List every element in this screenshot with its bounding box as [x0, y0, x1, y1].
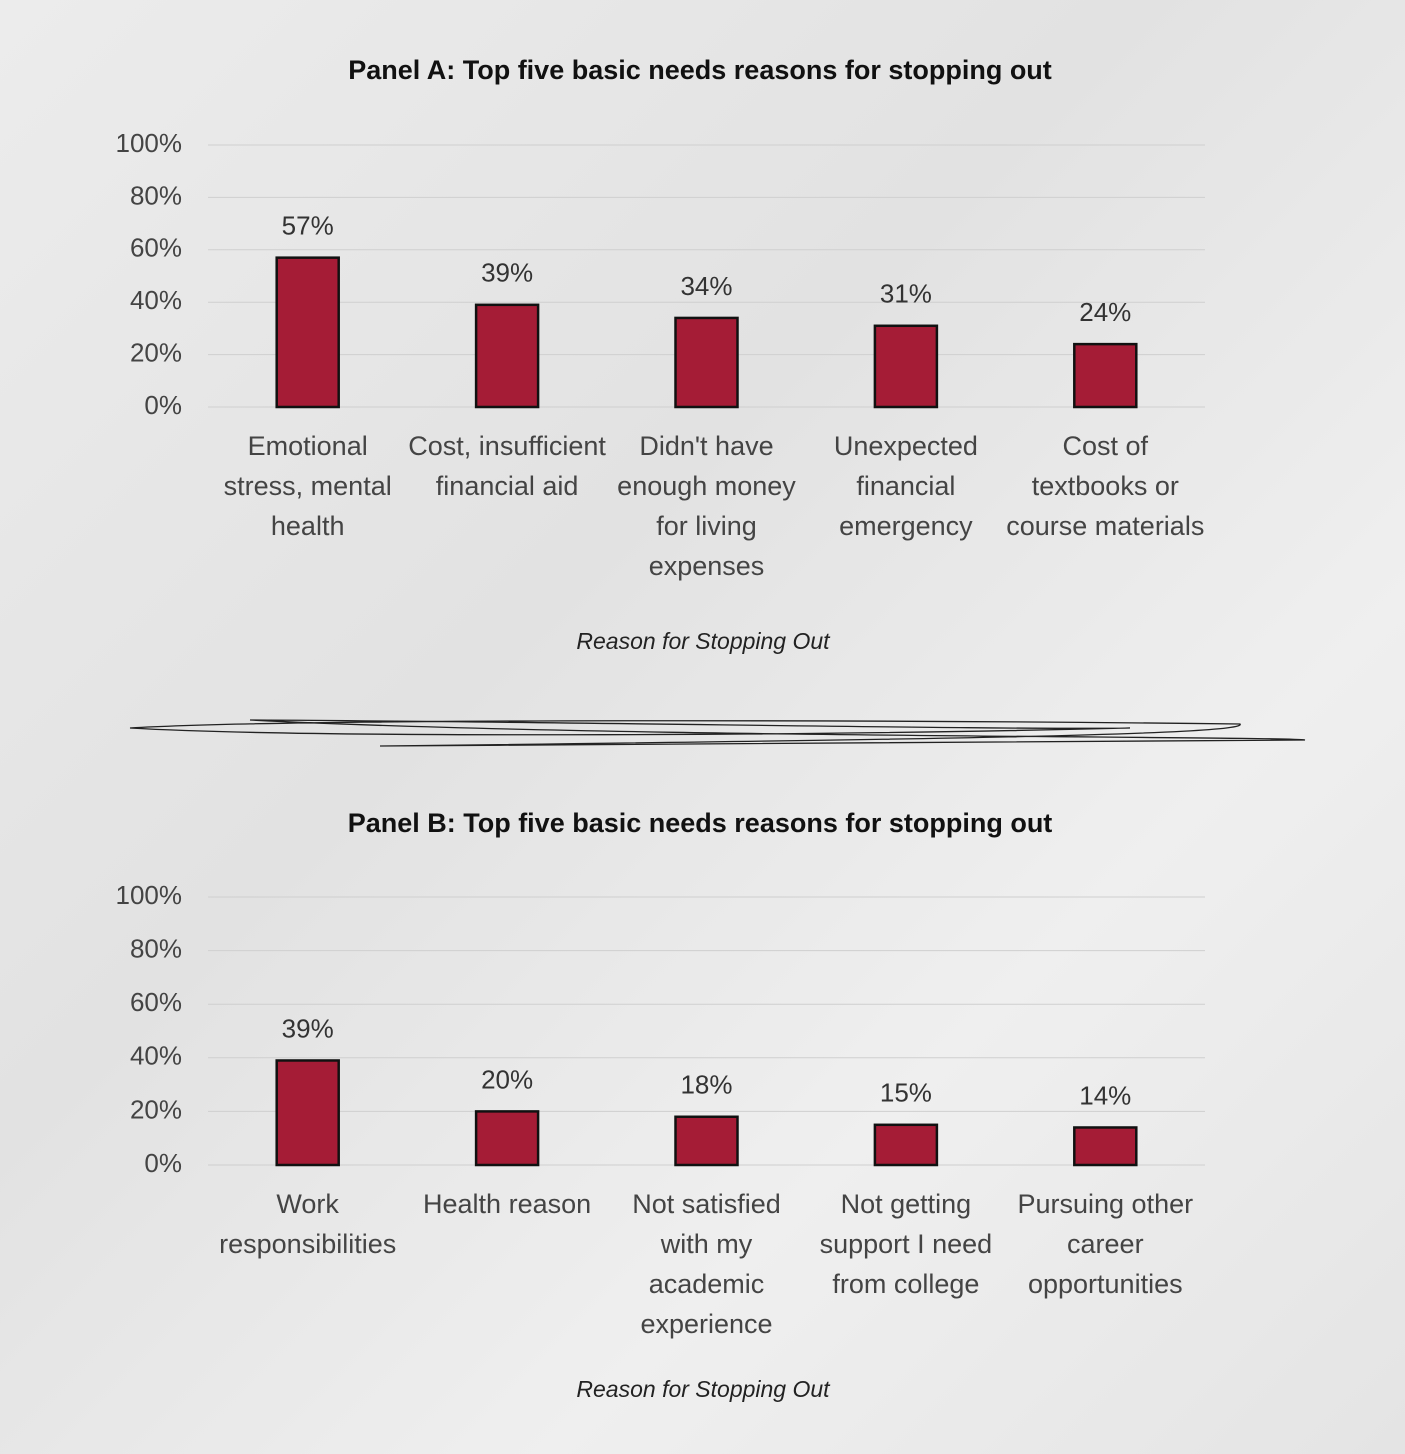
x-tick-label: Unexpected financial emergency: [833, 431, 978, 541]
value-label: 14%: [1079, 1080, 1131, 1110]
bar: [674, 1115, 739, 1167]
bar: [275, 1059, 340, 1167]
x-tick-label-box: Pursuing other career opportunities: [1017, 1189, 1194, 1299]
y-tick-label: 60%: [130, 233, 182, 263]
y-tick-label: 20%: [130, 337, 182, 367]
x-tick-label-box: Health reason: [423, 1189, 592, 1219]
value-label: 39%: [282, 1013, 334, 1043]
y-tick-label: 80%: [130, 933, 182, 963]
x-tick-label-box: Not getting support I need from college: [819, 1189, 993, 1299]
y-tick-label: 100%: [116, 128, 183, 158]
y-tick-label: 100%: [116, 880, 183, 910]
chart-title: Panel A: Top five basic needs reasons fo…: [348, 55, 1052, 85]
y-tick-label: 40%: [130, 1041, 182, 1071]
x-tick-label: Pursuing other career opportunities: [1017, 1189, 1194, 1299]
chart-title: Panel B: Top five basic needs reasons fo…: [348, 808, 1053, 838]
value-label: 34%: [680, 271, 732, 301]
x-tick-label-box: Didn't have enough money for living expe…: [617, 431, 796, 581]
x-tick-label: Not satisfied with my academic experienc…: [632, 1189, 781, 1339]
bar: [674, 316, 739, 409]
x-tick-label-box: Cost, insufficient financial aid: [408, 431, 606, 501]
x-tick-label: Cost, insufficient financial aid: [408, 431, 606, 501]
x-tick-label-box: Unexpected financial emergency: [833, 431, 978, 541]
x-axis-title: Reason for Stopping Out: [576, 1376, 831, 1402]
value-label: 57%: [282, 211, 334, 241]
bar: [1073, 342, 1138, 409]
x-tick-label: Not getting support I need from college: [819, 1189, 993, 1299]
bar: [873, 1123, 939, 1167]
value-label: 31%: [880, 279, 932, 309]
x-tick-label: Cost of textbooks or course materials: [1006, 431, 1205, 541]
bar: [474, 303, 540, 409]
x-tick-label-box: Not satisfied with my academic experienc…: [632, 1189, 781, 1339]
bar: [474, 1110, 540, 1167]
value-label: 39%: [481, 258, 533, 288]
x-tick-label: Health reason: [423, 1189, 592, 1219]
y-tick-label: 0%: [144, 390, 182, 420]
bar: [275, 256, 340, 409]
bar: [1073, 1126, 1138, 1167]
y-tick-label: 40%: [130, 285, 182, 315]
x-axis-title: Reason for Stopping Out: [576, 628, 831, 654]
x-tick-label-box: Cost of textbooks or course materials: [1006, 431, 1205, 541]
divider-scribble: [129, 719, 1306, 747]
value-label: 18%: [680, 1070, 732, 1100]
x-tick-label: Work responsibilities: [219, 1189, 397, 1259]
value-label: 20%: [481, 1064, 533, 1094]
x-tick-label: Emotional stress, mental health: [223, 431, 392, 541]
x-tick-label-box: Emotional stress, mental health: [223, 431, 392, 541]
y-tick-label: 80%: [130, 180, 182, 210]
y-tick-label: 20%: [130, 1094, 182, 1124]
bar: [873, 324, 939, 409]
value-label: 15%: [880, 1078, 932, 1108]
y-tick-label: 0%: [144, 1148, 182, 1178]
x-tick-label-box: Work responsibilities: [219, 1189, 397, 1259]
value-label: 24%: [1079, 297, 1131, 327]
x-tick-label: Didn't have enough money for living expe…: [617, 431, 796, 581]
y-tick-label: 60%: [130, 987, 182, 1017]
